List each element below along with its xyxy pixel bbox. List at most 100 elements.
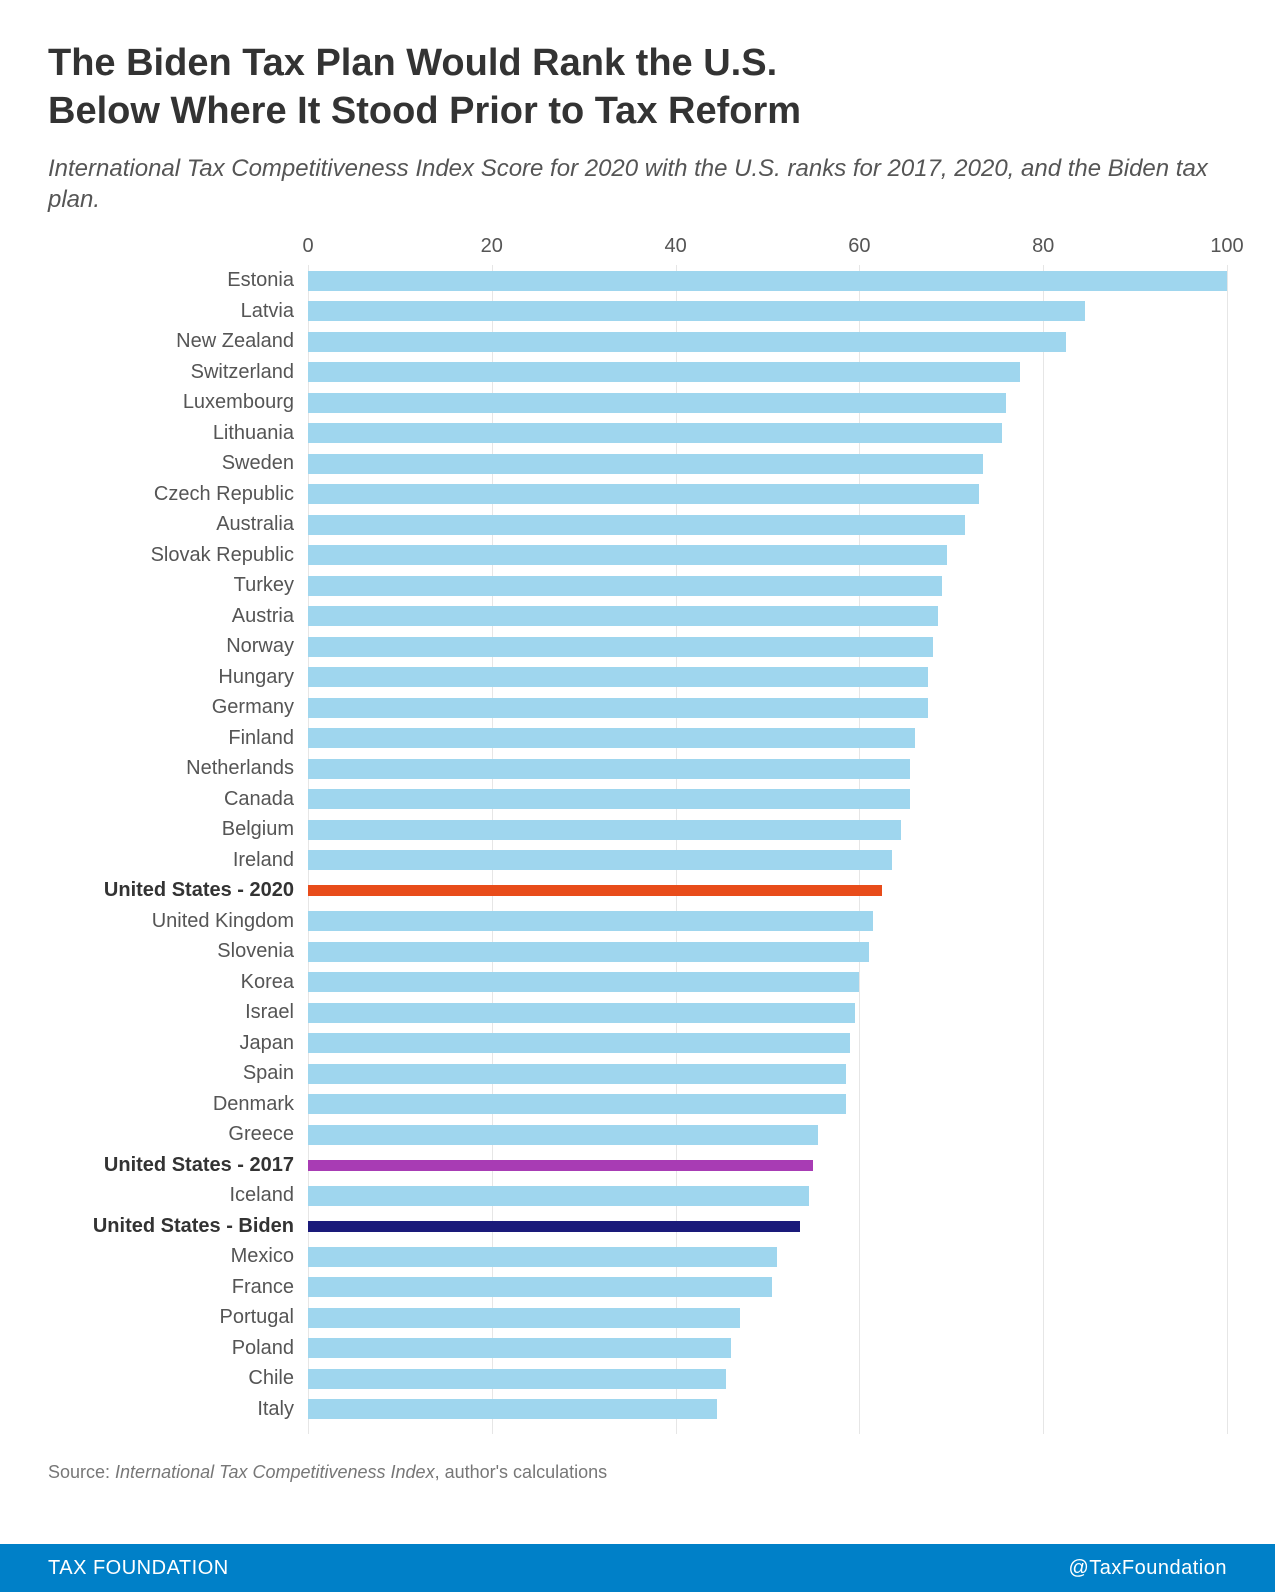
bar-fill (308, 850, 892, 870)
bar-fill (308, 1308, 740, 1328)
bar-row: Slovenia (48, 936, 1227, 967)
bar-track (308, 1241, 1227, 1272)
bar-track (308, 906, 1227, 937)
bar-track (308, 631, 1227, 662)
source-prefix: Source: (48, 1462, 115, 1482)
bar-fill (308, 637, 933, 657)
bar-label: Poland (48, 1337, 308, 1360)
bar-row: Estonia (48, 265, 1227, 296)
bar-fill (308, 515, 965, 535)
bar-row: Norway (48, 631, 1227, 662)
bar-row: Belgium (48, 814, 1227, 845)
bar-track (308, 1333, 1227, 1364)
bar-row: New Zealand (48, 326, 1227, 357)
bar-label: Latvia (48, 300, 308, 323)
bar-label: United States - 2017 (48, 1154, 308, 1177)
bar-row: Slovak Republic (48, 540, 1227, 571)
bar-row: Latvia (48, 296, 1227, 327)
bar-label: France (48, 1276, 308, 1299)
bar-label: Australia (48, 513, 308, 536)
bars-area: Estonia Latvia New Zealand Switzerland Luxem… (48, 265, 1227, 1424)
bar-fill (308, 301, 1085, 321)
bar-track (308, 845, 1227, 876)
bar-track (308, 1150, 1227, 1181)
bar-fill (308, 759, 910, 779)
bar-row: Finland (48, 723, 1227, 754)
chart-container: The Biden Tax Plan Would Rank the U.S.Be… (0, 0, 1275, 1483)
bar-track (308, 1363, 1227, 1394)
bar-fill (308, 1064, 846, 1084)
bar-fill (308, 1125, 818, 1145)
bar-fill (308, 1338, 731, 1358)
bar-fill (308, 911, 873, 931)
bar-fill (308, 1247, 777, 1267)
bar-label: Mexico (48, 1245, 308, 1268)
bar-row: Spain (48, 1058, 1227, 1089)
bar-row: Switzerland (48, 357, 1227, 388)
bar-row: Lithuania (48, 418, 1227, 449)
bar-fill (308, 667, 928, 687)
bar-track (308, 784, 1227, 815)
bar-label: Netherlands (48, 757, 308, 780)
bar-label: Italy (48, 1398, 308, 1421)
bar-track (308, 1089, 1227, 1120)
bar-track (308, 540, 1227, 571)
bar-fill (308, 271, 1227, 291)
bar-row: Germany (48, 692, 1227, 723)
bar-fill (308, 545, 947, 565)
bar-track (308, 1119, 1227, 1150)
bar-track (308, 1272, 1227, 1303)
bar-label: Estonia (48, 269, 308, 292)
source-name: International Tax Competitiveness Index (115, 1462, 435, 1482)
bar-label: Spain (48, 1062, 308, 1085)
bar-fill (308, 820, 901, 840)
bar-row: Luxembourg (48, 387, 1227, 418)
bar-fill (308, 454, 983, 474)
bar-track (308, 723, 1227, 754)
bar-row: Poland (48, 1333, 1227, 1364)
bar-fill (308, 1003, 855, 1023)
bar-track (308, 692, 1227, 723)
bar-label: Belgium (48, 818, 308, 841)
bar-label: Switzerland (48, 361, 308, 384)
bar-label: Canada (48, 788, 308, 811)
bar-fill (308, 1399, 717, 1419)
bar-row: United States - 2020 (48, 875, 1227, 906)
bar-track (308, 601, 1227, 632)
bar-row: United States - Biden (48, 1211, 1227, 1242)
bar-label: Iceland (48, 1184, 308, 1207)
bar-row: Mexico (48, 1241, 1227, 1272)
bar-fill (308, 942, 869, 962)
bar-track (308, 875, 1227, 906)
source-note: Source: International Tax Competitivenes… (48, 1462, 1227, 1483)
bars-overlay: Estonia Latvia New Zealand Switzerland Luxem… (48, 265, 1227, 1424)
bar-row: Israel (48, 997, 1227, 1028)
bar-label: United States - 2020 (48, 879, 308, 902)
bar-fill (308, 885, 882, 896)
bar-track (308, 448, 1227, 479)
x-tick: 0 (302, 235, 313, 258)
bar-row: Netherlands (48, 753, 1227, 784)
bar-row: Canada (48, 784, 1227, 815)
bar-label: Norway (48, 635, 308, 658)
bar-fill (308, 789, 910, 809)
bar-track (308, 1394, 1227, 1425)
bar-fill (308, 1160, 813, 1171)
bar-row: France (48, 1272, 1227, 1303)
bar-fill (308, 484, 979, 504)
bar-row: Portugal (48, 1302, 1227, 1333)
bar-label: Austria (48, 605, 308, 628)
footer-bar: TAX FOUNDATION @TaxFoundation (0, 1544, 1275, 1592)
bar-label: Ireland (48, 849, 308, 872)
bar-label: Turkey (48, 574, 308, 597)
bar-row: Korea (48, 967, 1227, 998)
bar-label: Hungary (48, 666, 308, 689)
chart-subtitle: International Tax Competitiveness Index … (48, 153, 1227, 215)
bar-fill (308, 362, 1020, 382)
x-tick: 80 (1032, 235, 1054, 258)
bar-row: Hungary (48, 662, 1227, 693)
bar-row: Sweden (48, 448, 1227, 479)
bar-row: Japan (48, 1028, 1227, 1059)
bar-row: Italy (48, 1394, 1227, 1425)
bar-label: Chile (48, 1367, 308, 1390)
